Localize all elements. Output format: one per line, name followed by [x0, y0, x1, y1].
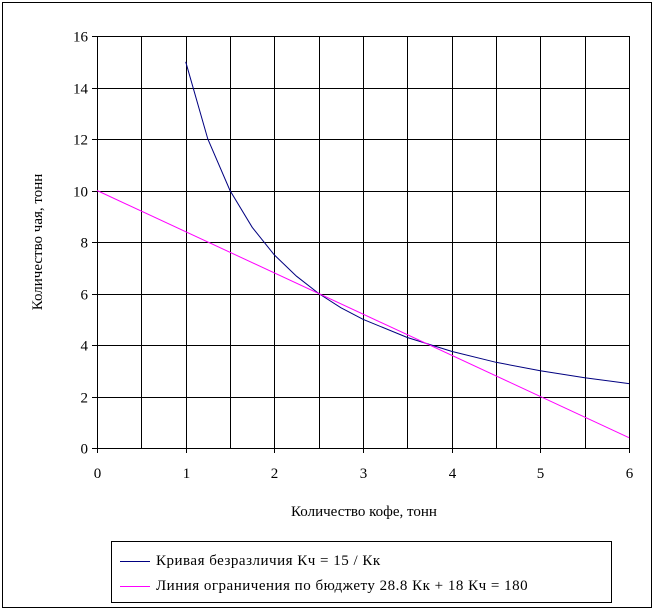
x-tick-label: 6 [626, 466, 634, 482]
y-axis-title: Количество чая, тонн [30, 174, 46, 311]
legend-label-indifference: Кривая безразличия Кч = 15 / Кк [156, 552, 381, 569]
y-tick-label: 0 [81, 442, 89, 458]
x-tick-label: 3 [360, 466, 368, 482]
legend-swatch-indifference [120, 560, 150, 562]
y-tick-label: 8 [81, 236, 89, 252]
legend-label-budget: Линия ограничения по бюджету 28.8 Кк + 1… [156, 577, 529, 594]
y-tick-label: 4 [81, 339, 89, 355]
x-tick-label: 2 [271, 466, 279, 482]
y-tick-label: 12 [73, 133, 88, 149]
x-tick-label: 5 [537, 466, 545, 482]
y-tick-label: 2 [81, 391, 89, 407]
y-tick-label: 16 [73, 30, 89, 46]
series-layer [96, 61, 630, 439]
x-tick-label: 0 [94, 466, 102, 482]
y-tick-label: 10 [73, 185, 88, 201]
y-tick-label: 6 [81, 288, 89, 304]
series-line-budget-constraint [96, 190, 630, 439]
x-tick-label: 1 [183, 466, 191, 482]
x-tick-label: 4 [449, 466, 457, 482]
legend-item-budget: Линия ограничения по бюджету 28.8 Кк + 1… [120, 576, 528, 596]
legend-item-indifference: Кривая безразличия Кч = 15 / Кк [120, 551, 381, 571]
y-tick-label: 14 [73, 82, 89, 98]
axes [92, 36, 630, 453]
grid [97, 36, 630, 449]
series-line-indifference-curve [185, 61, 630, 385]
x-axis-title: Количество кофе, тонн [291, 504, 437, 520]
legend-swatch-budget [120, 585, 150, 587]
legend: Кривая безразличия Кч = 15 / Кк Линия ог… [111, 541, 612, 603]
